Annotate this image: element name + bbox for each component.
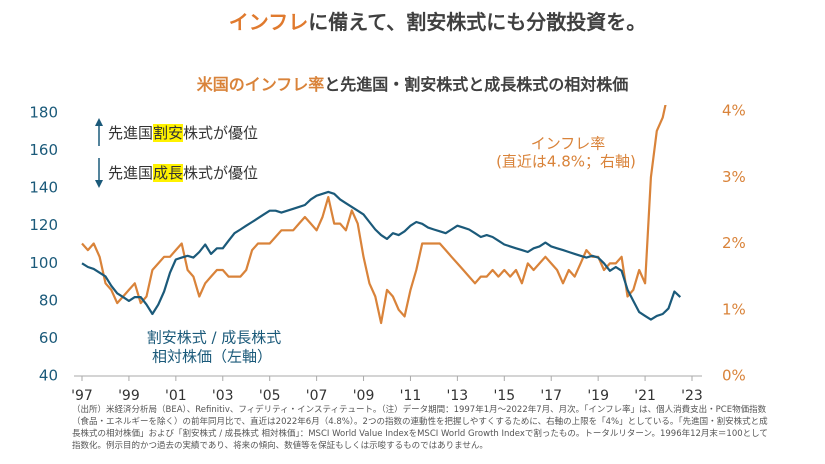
text-part: 先進国 <box>108 124 154 142</box>
series-line <box>81 105 667 325</box>
y-tick-label: 60 <box>39 329 58 347</box>
series-note: (直近は4.8%；右軸) <box>496 153 636 171</box>
series-note: 相対株価（左軸） <box>152 348 272 366</box>
text-part: 株式が優位 <box>183 164 259 182</box>
x-tick-label: '17 <box>540 388 562 404</box>
annotation: 先進国成長株式が優位 <box>108 162 258 183</box>
text-part: と先進国・割安株式と成長株式の相対株価 <box>324 75 629 94</box>
annotation: 先進国割安株式が優位 <box>108 122 258 143</box>
y-tick-label: 140 <box>29 179 58 197</box>
text-part: 成長 <box>153 164 184 182</box>
x-tick-label: '19 <box>587 388 609 404</box>
y-tick-label: 80 <box>39 291 58 309</box>
y-tick-label: 120 <box>29 216 58 234</box>
x-tick-label: '13 <box>447 388 469 404</box>
series-line <box>81 190 682 321</box>
text-part: 株式が優位 <box>183 124 259 142</box>
arrows <box>95 118 103 188</box>
text-part: 割安 <box>153 124 184 142</box>
y-tick-label: 40 <box>39 367 58 385</box>
x-tick-label: '01 <box>165 388 187 404</box>
y-tick-label: 160 <box>29 141 58 159</box>
series-label: 割安株式 / 成長株式 <box>147 329 282 347</box>
y2-tick-label: 0% <box>722 367 746 385</box>
y2-tick-label: 3% <box>722 168 746 186</box>
y-tick-label: 180 <box>29 104 58 122</box>
y-tick-label: 100 <box>29 254 58 272</box>
x-tick-label: '97 <box>71 388 93 404</box>
text-part: 先進国 <box>108 164 154 182</box>
x-tick-label: '21 <box>634 388 656 404</box>
down-arrow-head <box>95 180 103 188</box>
x-tick-label: '99 <box>118 388 140 404</box>
footnote: （出所）米経済分析局（BEA）、Refinitiv、フィデリティ・インスティテュ… <box>72 405 768 451</box>
x-tick-label: '15 <box>493 388 515 404</box>
text-part: インフレ <box>228 10 309 34</box>
y2-tick-label: 4% <box>722 102 746 120</box>
x-tick-label: '07 <box>306 388 328 404</box>
x-tick-label: '23 <box>681 388 703 404</box>
title: インフレに備えて、割安株式にも分散投資を。 <box>0 6 825 35</box>
x-tick-label: '11 <box>400 388 422 404</box>
text-part: に備えて、割安株式にも分散投資を。 <box>308 10 647 34</box>
text-part: 米国のインフレ率 <box>196 75 325 94</box>
x-tick-label: '05 <box>259 388 281 404</box>
series-label: インフレ率 <box>531 135 606 153</box>
y2-tick-label: 1% <box>722 300 746 318</box>
x-tick-label: '03 <box>212 388 234 404</box>
x-tick-label: '09 <box>353 388 375 404</box>
up-arrow-head <box>95 118 103 126</box>
y2-tick-label: 2% <box>722 234 746 252</box>
subtitle: 米国のインフレ率と先進国・割安株式と成長株式の相対株価 <box>0 71 825 95</box>
